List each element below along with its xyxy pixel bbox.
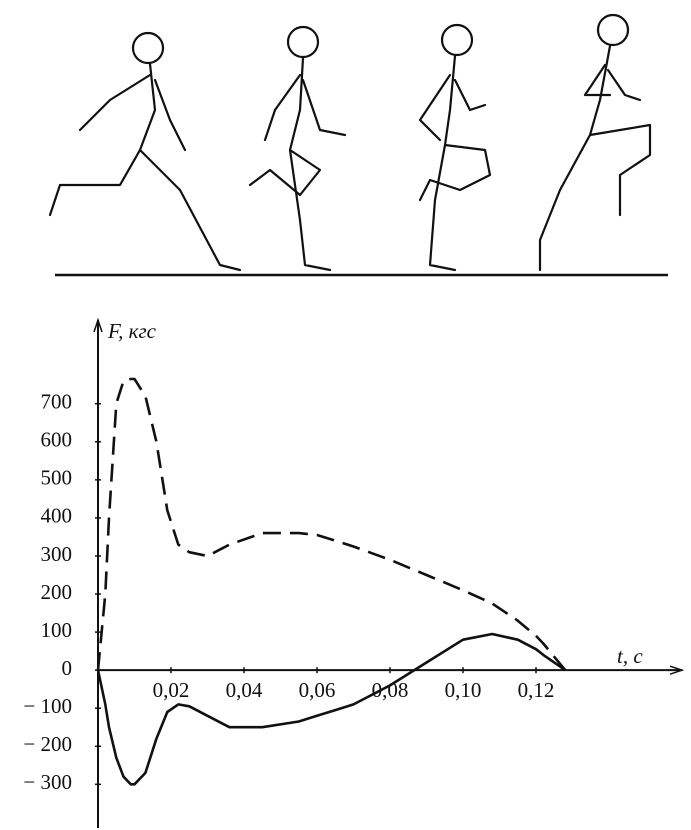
y-tick-label: 100 [41,618,73,642]
y-tick-label: 400 [41,504,73,528]
runner-illustration [50,15,668,275]
x-tick-label: 0,02 [153,678,190,702]
data-line [98,634,565,784]
y-tick-label: 700 [41,390,73,414]
y-tick-label: 500 [41,466,73,490]
data-line [98,379,565,670]
y-tick-label: 0 [62,656,73,680]
y-tick-label: 300 [41,542,73,566]
y-tick-label: 200 [41,580,73,604]
x-tick-label: 0,10 [445,678,482,702]
y-tick-label: − 300 [23,770,72,794]
y-tick-label: − 200 [23,732,72,756]
runner [420,25,490,270]
x-axis-label: t, с [617,644,643,668]
y-tick-label: 600 [41,428,73,452]
runner [540,15,650,270]
x-tick-label: 0,12 [518,678,555,702]
runner [50,33,240,270]
x-tick-label: 0,04 [226,678,263,702]
chart: F, кгс t, с [107,319,643,668]
x-tick-label: 0,06 [299,678,336,702]
y-tick-label: − 100 [23,694,72,718]
runner [250,27,345,270]
x-tick-label: 0,08 [372,678,409,702]
page: F, кгс t, с 700 600 500 400 300 200 100 0 − 100 −… [0,0,691,830]
y-axis-label: F, кгс [107,319,157,343]
